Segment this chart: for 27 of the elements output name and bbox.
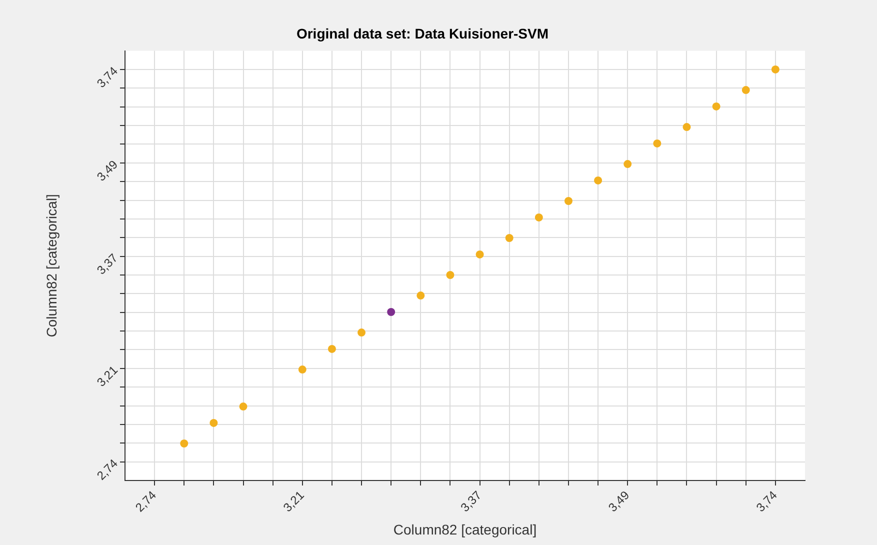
chart-title: Original data set: Data Kuisioner-SVM [296,25,549,42]
point [387,308,396,316]
point [594,176,602,184]
point [416,292,425,300]
point [505,234,514,242]
point [298,366,306,374]
point [682,123,691,132]
text: 3,21 [94,362,121,390]
point [446,270,454,279]
point [771,65,780,74]
point [534,213,543,222]
point [653,139,662,148]
text: 3,49 [94,157,121,184]
point [476,250,484,258]
point [564,197,572,206]
x-tick-label: 3,49 [606,488,632,515]
point [239,402,248,411]
point [358,328,366,337]
x-axis-title: Column82 [categorical] [393,521,537,538]
point [328,344,336,353]
point [210,418,218,427]
point [712,102,720,110]
point [180,440,188,448]
x-tick-label: 3,21 [280,488,308,515]
point [624,160,632,168]
y-axis-title: Column82 [categorical] [43,194,60,338]
point [742,86,750,94]
